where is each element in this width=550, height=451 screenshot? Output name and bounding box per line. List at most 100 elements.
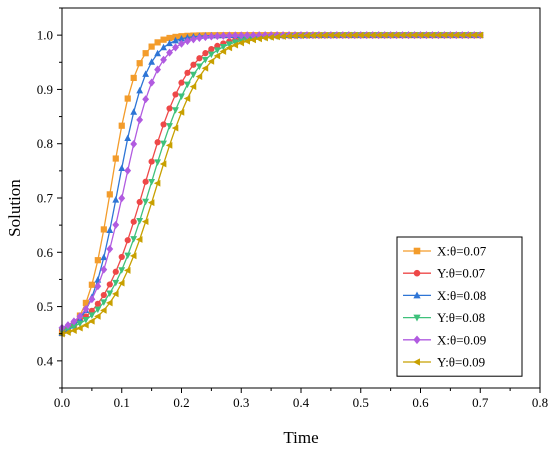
data-point — [297, 32, 304, 40]
data-point — [327, 31, 334, 39]
data-point — [130, 74, 137, 82]
data-point — [130, 139, 138, 149]
data-point — [142, 70, 150, 77]
data-point — [184, 33, 191, 41]
x-tick-label: 0.2 — [173, 395, 189, 410]
data-point — [351, 31, 358, 39]
data-point — [261, 34, 268, 42]
data-point — [112, 279, 120, 287]
data-point — [225, 44, 233, 52]
data-point — [231, 39, 239, 46]
data-point — [154, 139, 161, 146]
data-point — [118, 279, 125, 287]
axes: 0.0 0.1 0.2 0.3 0.4 0.5 0.6 0.7 0.8 0.4 0.5 0.6 0.7 0… — [37, 7, 548, 410]
y-tick-label: 0.5 — [37, 299, 53, 314]
data-point — [160, 121, 167, 128]
data-point — [321, 31, 328, 39]
data-point — [201, 64, 209, 72]
data-point — [392, 31, 400, 39]
y-tick-label: 0.9 — [37, 82, 53, 97]
legend-label: Y:θ=0.09 — [437, 355, 485, 370]
data-point — [160, 140, 167, 148]
data-point — [106, 290, 114, 298]
data-point — [172, 43, 179, 52]
legend-item: Y:θ=0.08 — [403, 310, 485, 325]
legend-item: Y:θ=0.07 — [403, 266, 486, 281]
data-point — [452, 31, 460, 39]
data-point — [273, 33, 280, 41]
data-point — [94, 257, 101, 264]
y-tick-label: 0.4 — [37, 353, 54, 368]
data-point — [458, 31, 466, 39]
data-point — [345, 31, 352, 39]
data-point — [106, 299, 113, 307]
data-point — [88, 295, 96, 304]
data-point — [100, 306, 107, 314]
data-point — [201, 33, 209, 42]
data-point — [82, 299, 89, 307]
legend-item: Y:θ=0.09 — [403, 355, 485, 370]
data-point — [255, 31, 263, 40]
legend-marker — [413, 335, 421, 345]
data-point — [88, 281, 95, 288]
data-point — [76, 324, 83, 332]
data-point — [154, 39, 161, 46]
data-point — [148, 179, 156, 186]
data-point — [476, 31, 484, 39]
data-point — [237, 31, 245, 40]
legend-box — [396, 236, 523, 377]
data-point — [231, 41, 239, 49]
data-point — [82, 305, 90, 314]
x-tick-label: 0.5 — [353, 395, 369, 410]
data-point — [166, 123, 173, 130]
data-point — [118, 267, 126, 274]
data-point — [178, 93, 185, 100]
data-point — [213, 32, 221, 41]
x-tick-label: 0.1 — [114, 395, 130, 410]
data-point — [184, 69, 191, 76]
x-tick-label: 0.7 — [472, 395, 489, 410]
data-point — [196, 55, 203, 62]
data-point — [178, 39, 185, 48]
legend-item: X:θ=0.09 — [403, 332, 486, 347]
data-point — [82, 317, 90, 324]
data-point — [470, 31, 478, 39]
data-point — [410, 31, 418, 39]
data-point — [315, 32, 322, 39]
data-point — [231, 31, 239, 40]
data-point — [219, 44, 227, 51]
data-point — [225, 41, 233, 48]
data-point — [213, 52, 221, 60]
data-point — [100, 253, 108, 261]
data-point — [166, 34, 173, 42]
data-point — [94, 312, 101, 320]
data-point — [171, 124, 179, 132]
data-point — [166, 39, 173, 47]
legend-label: X:θ=0.07 — [437, 244, 487, 259]
data-point — [291, 32, 298, 40]
data-point — [124, 95, 131, 102]
legend-label: Y:θ=0.08 — [437, 310, 485, 325]
data-point — [148, 43, 155, 50]
data-point — [374, 31, 382, 39]
x-tick-label: 0.6 — [412, 395, 429, 410]
data-point — [249, 36, 256, 44]
data-point — [243, 37, 251, 45]
data-point — [243, 31, 251, 40]
data-point — [172, 91, 179, 98]
data-point — [464, 31, 472, 39]
data-point — [309, 32, 316, 39]
data-point — [70, 327, 77, 334]
data-point — [428, 31, 436, 39]
data-point — [172, 36, 179, 44]
data-point — [190, 35, 197, 44]
data-point — [100, 299, 108, 306]
data-point — [106, 191, 113, 198]
data-point — [100, 265, 108, 274]
data-point — [363, 31, 370, 39]
data-point — [267, 33, 274, 41]
data-point — [183, 95, 191, 102]
data-point — [160, 55, 167, 64]
data-point — [303, 32, 310, 40]
